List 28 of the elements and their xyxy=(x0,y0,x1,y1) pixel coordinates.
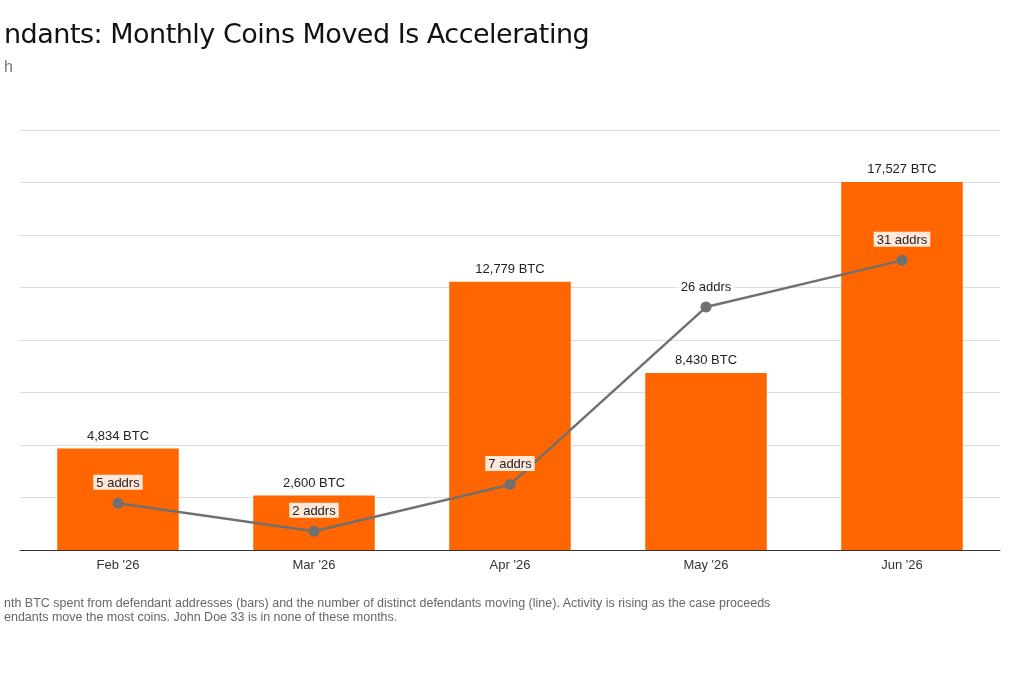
data-label: 12,779 BTC xyxy=(475,261,545,277)
bar xyxy=(449,281,571,550)
point xyxy=(308,525,320,537)
bar xyxy=(57,448,179,550)
point xyxy=(896,254,908,266)
data-label: 31 addrs xyxy=(876,231,928,247)
point xyxy=(112,497,124,509)
data-label: 7 addrs xyxy=(488,456,533,472)
x-tick-label: Mar '26 xyxy=(292,557,336,572)
data-label: 2 addrs xyxy=(292,502,337,518)
chart-subtitle: h xyxy=(4,58,13,76)
bar xyxy=(841,181,963,550)
data-label: 2,600 BTC xyxy=(282,474,346,490)
text: endants move the most coins. John Doe 33 is in none of these months. xyxy=(4,610,399,624)
x-tick-label: Jun '26 xyxy=(881,557,923,572)
data-label: 17,527 BTC xyxy=(867,161,937,177)
x-tick-label: Feb '26 xyxy=(96,557,140,572)
x-tick-label: May '26 xyxy=(683,557,729,572)
chart-title: ndants: Monthly Coins Moved Is Accelerating xyxy=(4,18,590,49)
data-label: 26 addrs xyxy=(680,278,732,294)
text: nth BTC spent from defendant addresses (bars) and the number of distinct defendants moving (line). Activity is rising as the case proceeds xyxy=(4,596,771,610)
data-label: 5 addrs xyxy=(96,474,141,490)
data-label: 8,430 BTC xyxy=(674,352,738,368)
point xyxy=(700,301,712,313)
point xyxy=(504,479,516,491)
x-tick-label: Apr '26 xyxy=(489,557,531,572)
data-label: 4,834 BTC xyxy=(86,427,150,443)
bar xyxy=(645,372,767,550)
